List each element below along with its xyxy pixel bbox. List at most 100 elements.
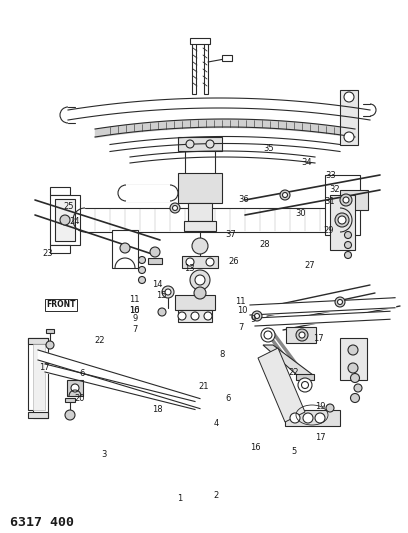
Polygon shape xyxy=(204,42,208,94)
Text: 17: 17 xyxy=(40,364,50,372)
Polygon shape xyxy=(50,195,80,245)
Text: 18: 18 xyxy=(152,405,162,414)
Text: 11: 11 xyxy=(129,295,140,304)
Circle shape xyxy=(170,203,180,213)
Circle shape xyxy=(138,266,146,273)
Text: 9: 9 xyxy=(251,316,255,324)
Circle shape xyxy=(138,277,146,284)
Circle shape xyxy=(204,312,212,320)
Circle shape xyxy=(326,404,334,412)
Text: 11: 11 xyxy=(235,297,246,305)
Text: 7: 7 xyxy=(132,325,137,334)
Bar xyxy=(204,177,220,185)
Bar xyxy=(188,203,212,221)
Circle shape xyxy=(60,215,70,225)
Text: 16: 16 xyxy=(129,306,140,314)
Circle shape xyxy=(206,140,214,148)
Text: 5: 5 xyxy=(291,448,296,456)
Text: 36: 36 xyxy=(239,196,249,204)
Circle shape xyxy=(264,331,272,339)
Text: 23: 23 xyxy=(43,249,53,258)
Circle shape xyxy=(178,312,186,320)
Text: 7: 7 xyxy=(238,324,244,332)
Circle shape xyxy=(296,329,308,341)
Circle shape xyxy=(65,410,75,420)
Text: 30: 30 xyxy=(296,209,306,217)
Text: 8: 8 xyxy=(220,350,225,359)
Circle shape xyxy=(165,289,171,295)
Circle shape xyxy=(252,311,262,321)
Text: 34: 34 xyxy=(302,158,312,167)
Polygon shape xyxy=(340,190,368,210)
Polygon shape xyxy=(28,412,48,418)
Circle shape xyxy=(344,231,352,238)
Circle shape xyxy=(303,413,313,423)
Circle shape xyxy=(348,363,358,373)
Circle shape xyxy=(190,270,210,290)
Polygon shape xyxy=(28,338,48,418)
Circle shape xyxy=(340,194,352,206)
Text: 25: 25 xyxy=(63,203,74,211)
Text: FRONT: FRONT xyxy=(47,301,76,309)
Text: 33: 33 xyxy=(325,172,336,180)
Circle shape xyxy=(280,190,290,200)
Circle shape xyxy=(282,192,288,198)
Text: 10: 10 xyxy=(237,306,248,314)
Text: 35: 35 xyxy=(263,144,274,152)
Text: 27: 27 xyxy=(305,261,315,270)
Text: 6: 6 xyxy=(79,369,84,377)
Circle shape xyxy=(338,216,346,224)
Text: 16: 16 xyxy=(250,443,260,452)
Circle shape xyxy=(350,374,359,383)
Circle shape xyxy=(255,313,259,319)
Text: 2: 2 xyxy=(214,491,219,500)
Circle shape xyxy=(195,275,205,285)
Circle shape xyxy=(158,308,166,316)
Circle shape xyxy=(46,341,54,349)
Text: 15: 15 xyxy=(156,292,166,300)
Polygon shape xyxy=(50,245,70,253)
Polygon shape xyxy=(28,338,48,344)
Circle shape xyxy=(138,256,146,263)
Circle shape xyxy=(206,258,214,266)
Polygon shape xyxy=(148,258,162,264)
Circle shape xyxy=(186,258,194,266)
Text: 32: 32 xyxy=(329,185,340,193)
Circle shape xyxy=(298,378,312,392)
Text: 31: 31 xyxy=(324,197,335,206)
Text: 20: 20 xyxy=(74,394,85,403)
Circle shape xyxy=(335,297,345,307)
Polygon shape xyxy=(258,348,305,422)
Text: 19: 19 xyxy=(315,402,326,410)
Polygon shape xyxy=(340,338,367,380)
Text: 14: 14 xyxy=(152,280,162,288)
Circle shape xyxy=(344,241,352,248)
Circle shape xyxy=(315,413,325,423)
Text: 22: 22 xyxy=(288,368,299,376)
Circle shape xyxy=(335,213,349,227)
Polygon shape xyxy=(190,38,210,44)
Circle shape xyxy=(191,312,199,320)
Circle shape xyxy=(350,393,359,402)
Text: 22: 22 xyxy=(95,336,105,344)
Polygon shape xyxy=(286,327,316,343)
Bar xyxy=(180,177,196,185)
Text: 17: 17 xyxy=(315,433,326,441)
Text: 10: 10 xyxy=(129,306,140,314)
Bar xyxy=(184,221,216,231)
Circle shape xyxy=(194,287,206,299)
Polygon shape xyxy=(55,199,75,241)
Text: 17: 17 xyxy=(313,334,324,343)
Circle shape xyxy=(344,252,352,259)
Text: 13: 13 xyxy=(184,264,195,272)
Text: 29: 29 xyxy=(323,226,334,235)
Circle shape xyxy=(261,328,275,342)
Polygon shape xyxy=(46,329,54,333)
Bar xyxy=(178,173,222,203)
Polygon shape xyxy=(178,310,212,322)
Polygon shape xyxy=(67,380,83,396)
Circle shape xyxy=(299,332,305,338)
Text: 9: 9 xyxy=(132,314,137,323)
Circle shape xyxy=(150,247,160,257)
Polygon shape xyxy=(330,195,355,250)
